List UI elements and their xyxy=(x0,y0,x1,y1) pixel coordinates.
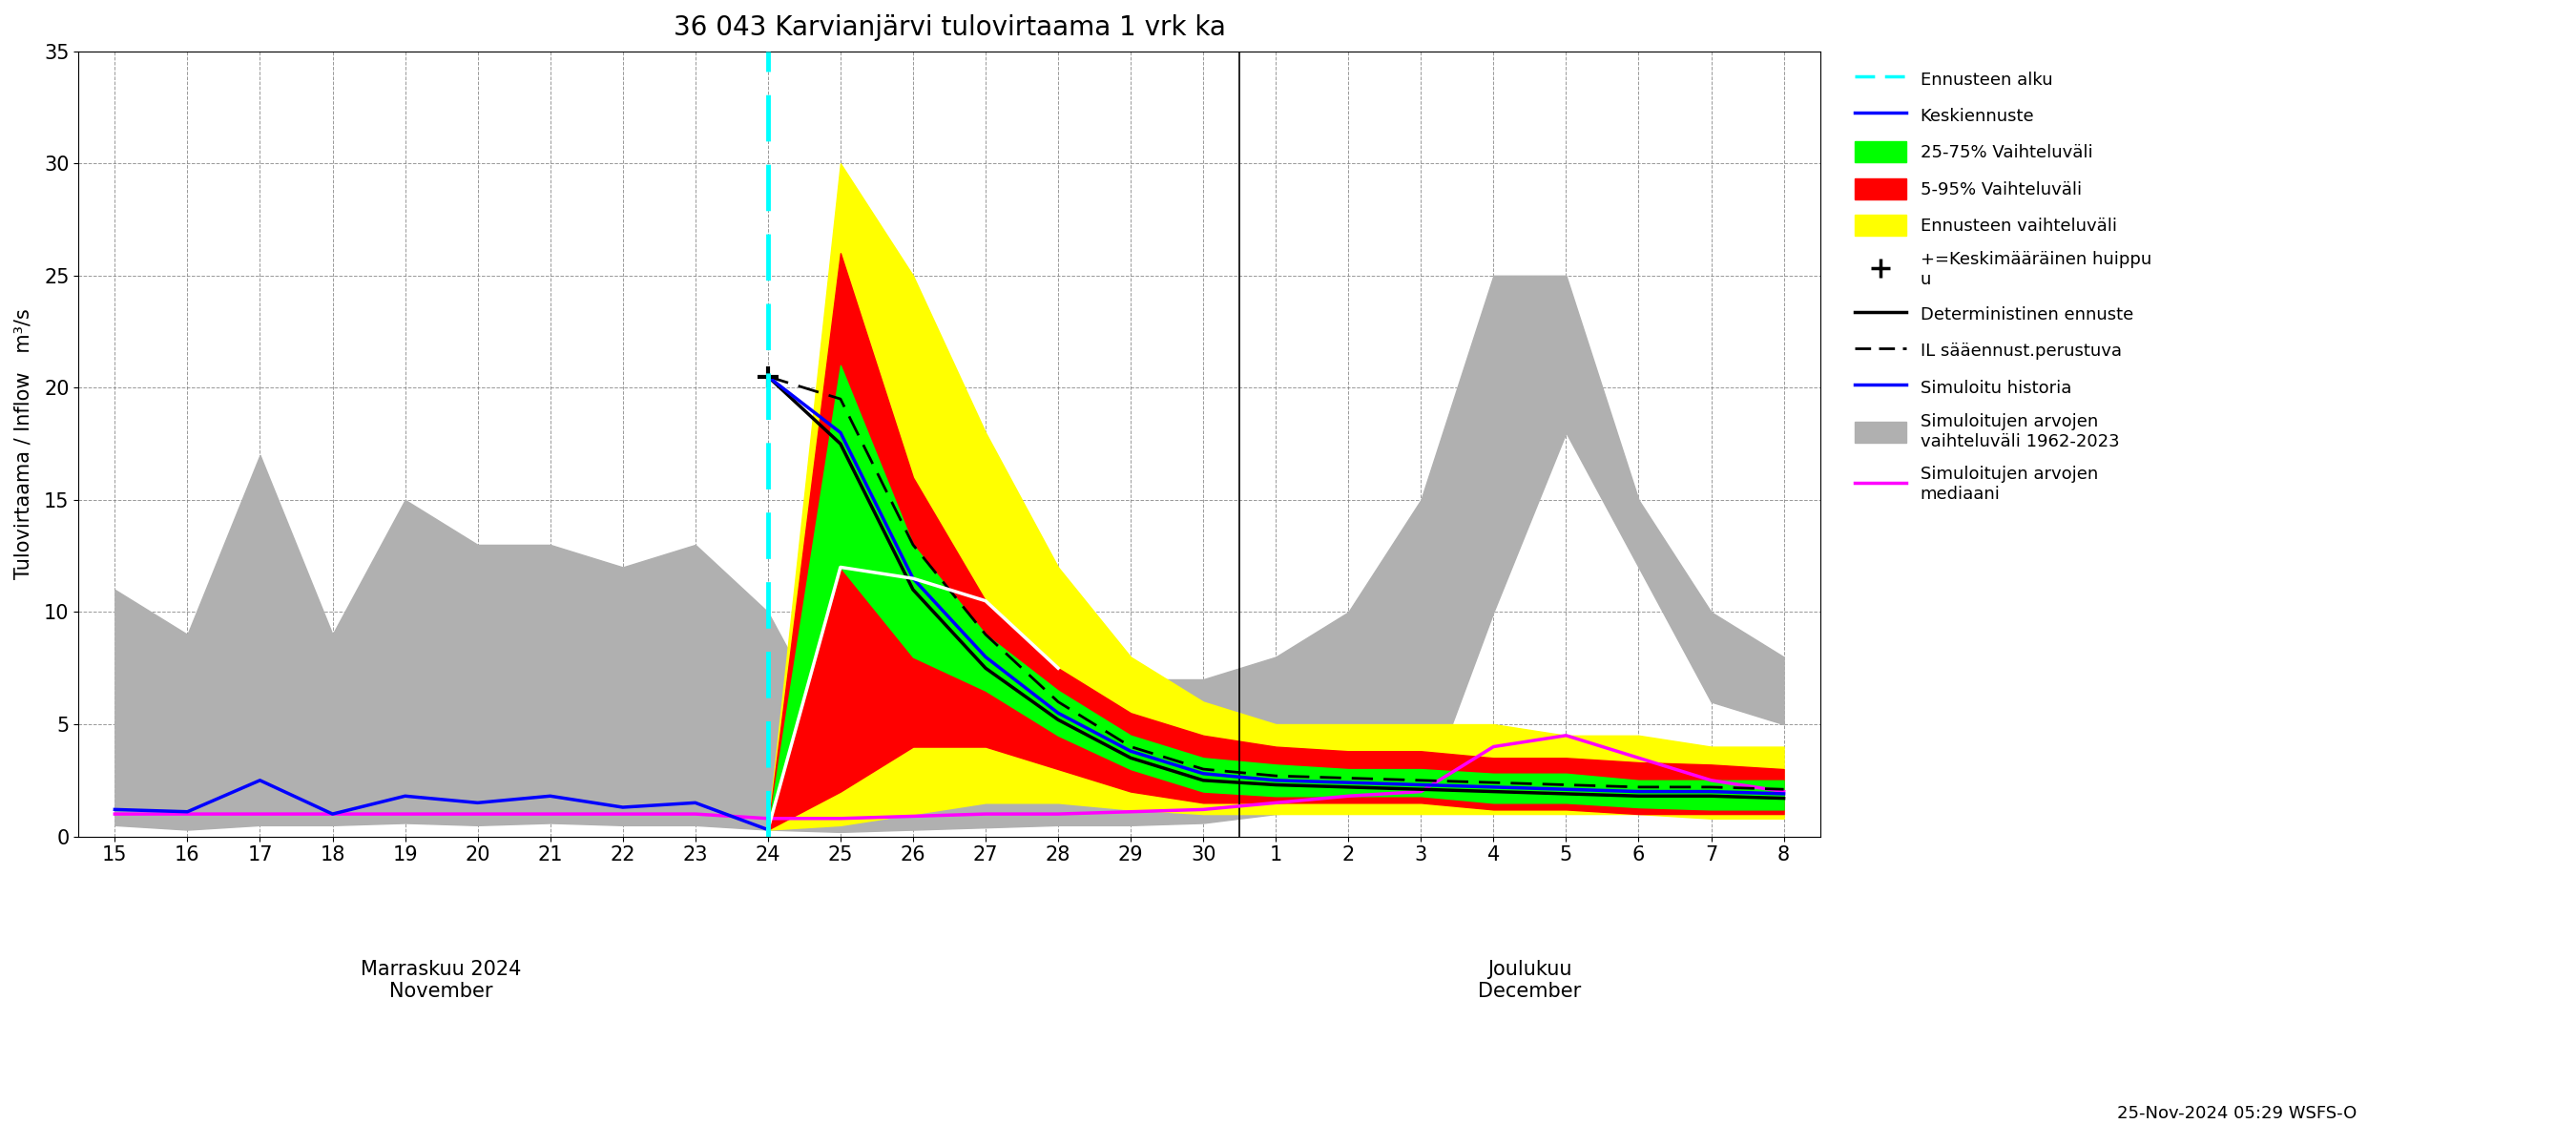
Legend: Ennusteen alku, Keskiennuste, 25-75% Vaihteluväli, 5-95% Vaihteluväli, Ennusteen: Ennusteen alku, Keskiennuste, 25-75% Vai… xyxy=(1847,60,2159,512)
Text: Marraskuu 2024
November: Marraskuu 2024 November xyxy=(361,960,523,1001)
Text: Joulukuu
December: Joulukuu December xyxy=(1479,960,1582,1001)
Title: 36 043 Karvianjärvi tulovirtaama 1 vrk ka: 36 043 Karvianjärvi tulovirtaama 1 vrk k… xyxy=(672,14,1226,41)
Text: 25-Nov-2024 05:29 WSFS-O: 25-Nov-2024 05:29 WSFS-O xyxy=(2117,1105,2357,1122)
Y-axis label: Tulovirtaama / Inflow   m³/s: Tulovirtaama / Inflow m³/s xyxy=(15,308,33,579)
